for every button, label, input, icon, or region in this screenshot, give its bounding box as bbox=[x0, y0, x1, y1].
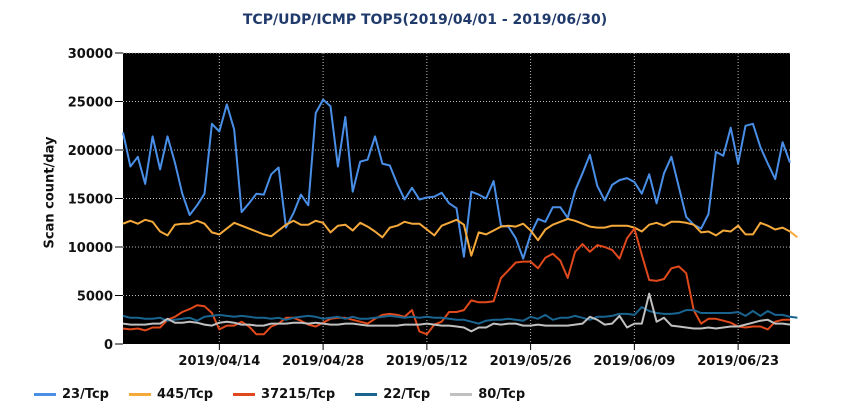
legend-item-23-tcp[interactable]: 23/Tcp bbox=[34, 387, 109, 402]
legend-swatch-icon bbox=[129, 392, 151, 396]
y-tick-label: 30000 bbox=[68, 47, 113, 62]
series-line bbox=[122, 98, 791, 260]
series-line bbox=[122, 292, 791, 333]
legend-label: 445/Tcp bbox=[157, 386, 214, 402]
gridlines bbox=[123, 52, 790, 344]
y-tick-label: 5000 bbox=[77, 290, 113, 305]
legend-swatch-icon bbox=[355, 392, 378, 396]
legend: 23/Tcp 445/Tcp 37215/Tcp 22/Tcp 80/Tcp bbox=[0, 382, 525, 406]
legend-item-37215-tcp[interactable]: 37215/Tcp bbox=[233, 387, 335, 402]
series-line bbox=[122, 306, 798, 325]
y-tick-label: 25000 bbox=[68, 96, 113, 111]
series-line bbox=[122, 227, 790, 336]
x-tick-label: 2019/06/23 bbox=[697, 354, 779, 369]
legend-label: 80/Tcp bbox=[478, 386, 526, 402]
series-line bbox=[122, 217, 799, 257]
legend-swatch-icon bbox=[233, 392, 256, 396]
x-tick-label: 2019/05/26 bbox=[490, 354, 572, 369]
legend-label: 37215/Tcp bbox=[261, 386, 336, 402]
legend-swatch-icon bbox=[34, 392, 56, 396]
legend-item-445-tcp[interactable]: 445/Tcp bbox=[129, 387, 213, 402]
legend-label: 22/Tcp bbox=[383, 386, 431, 402]
legend-label: 23/Tcp bbox=[62, 386, 109, 402]
x-tick-label: 2019/04/14 bbox=[178, 354, 260, 369]
x-tick-label: 2019/04/28 bbox=[282, 354, 364, 369]
x-tick-label: 2019/06/09 bbox=[593, 354, 675, 369]
y-tick-label: 10000 bbox=[68, 241, 113, 256]
series-lines bbox=[122, 98, 799, 336]
legend-swatch-icon bbox=[450, 392, 473, 396]
y-tick-label: 20000 bbox=[68, 144, 113, 159]
x-axis: 2019/04/14 2019/04/28 2019/05/12 2019/05/26… bbox=[178, 344, 779, 369]
chart-title: TCP/UDP/ICMP TOP5(2019/04/01 - 2019/06/3… bbox=[242, 12, 608, 28]
y-tick-label: 15000 bbox=[68, 193, 113, 208]
legend-item-22-tcp[interactable]: 22/Tcp bbox=[355, 387, 430, 402]
x-tick-label: 2019/05/12 bbox=[386, 354, 468, 369]
legend-item-80-tcp[interactable]: 80/Tcp bbox=[450, 387, 525, 402]
y-tick-label: 0 bbox=[104, 338, 113, 353]
y-axis: 0 5000 10000 15000 20000 25000 30000 bbox=[68, 47, 123, 353]
